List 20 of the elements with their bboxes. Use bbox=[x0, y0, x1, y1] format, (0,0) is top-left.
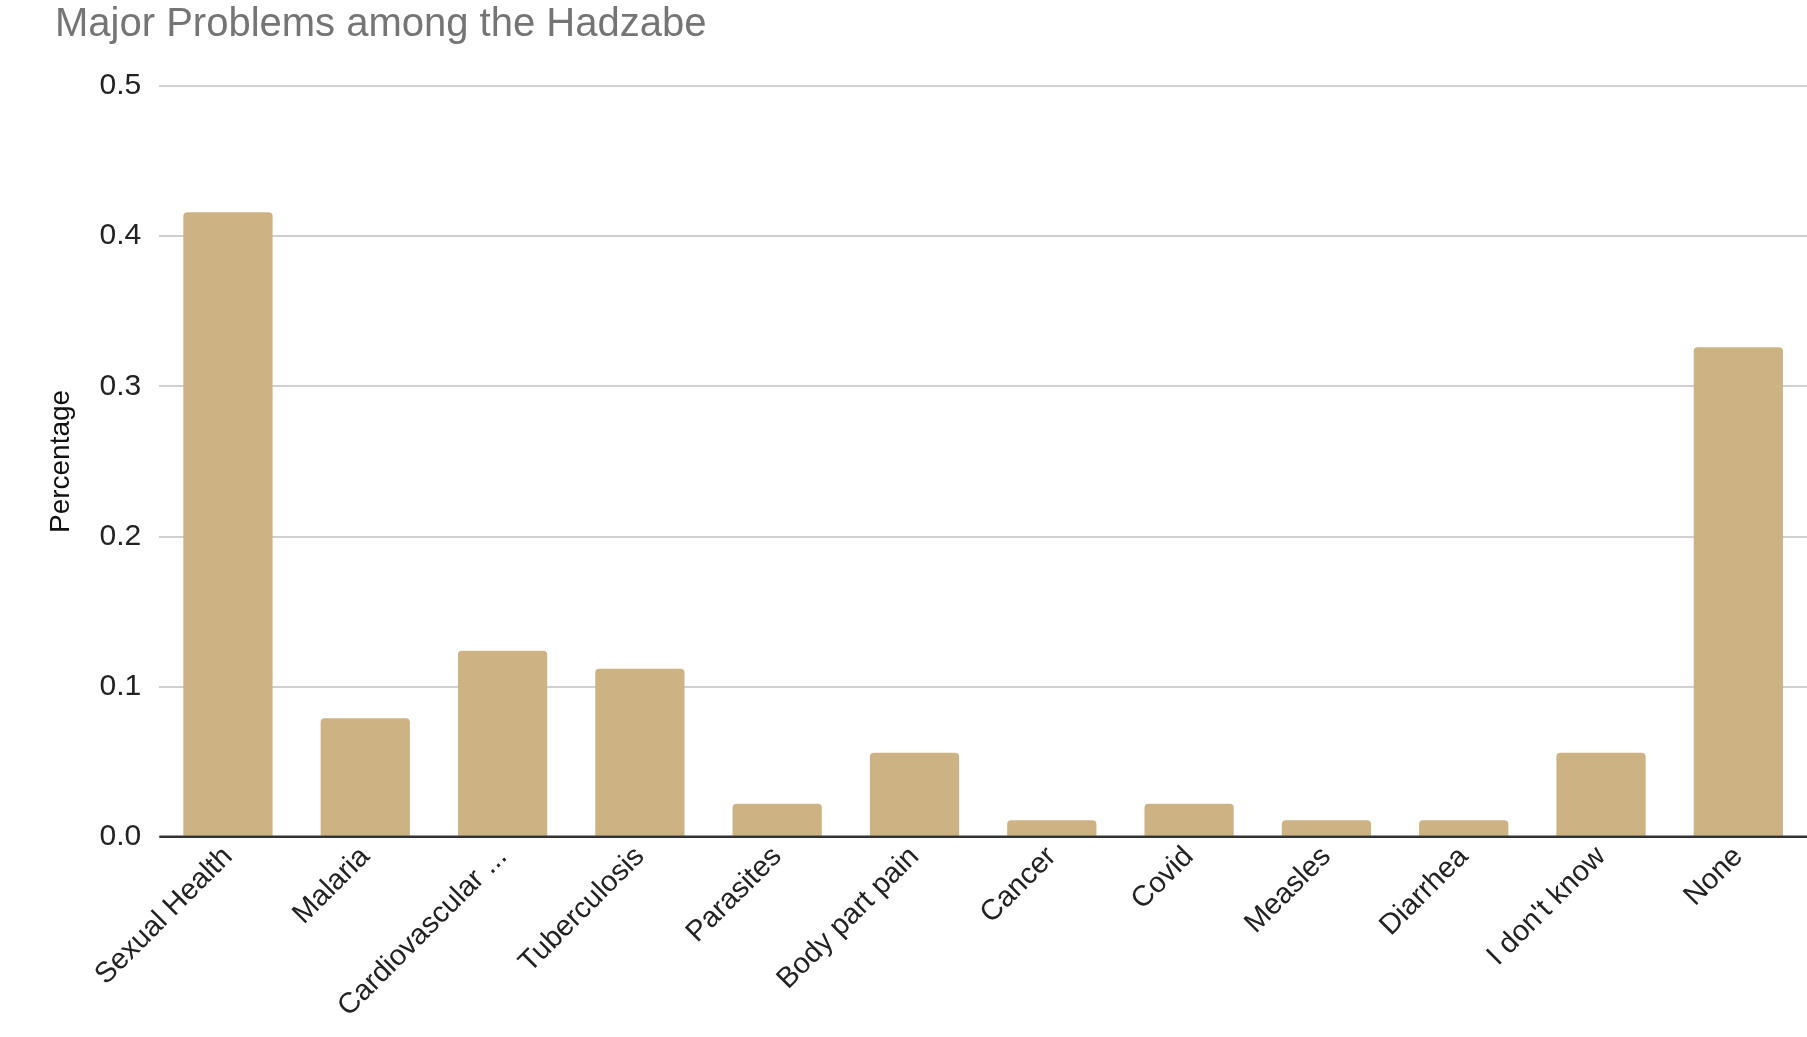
y-tick-label: 0.2 bbox=[99, 517, 142, 551]
y-tick-label: 0.5 bbox=[99, 67, 142, 101]
bar bbox=[320, 718, 410, 836]
bar bbox=[869, 752, 960, 836]
chart-title: Major Problems among the Hadzabe bbox=[55, 0, 707, 45]
y-axis-title: Percentage bbox=[43, 389, 75, 534]
y-tick-label: 0.3 bbox=[99, 367, 142, 401]
bar bbox=[1556, 752, 1646, 836]
bar bbox=[1144, 803, 1234, 836]
bar bbox=[732, 803, 822, 836]
bar bbox=[1693, 347, 1783, 836]
y-tick-label: 0.4 bbox=[99, 217, 142, 251]
bar bbox=[595, 668, 685, 836]
bar bbox=[1281, 820, 1372, 836]
bar bbox=[183, 212, 273, 836]
bar bbox=[1007, 820, 1097, 836]
bar bbox=[457, 650, 548, 836]
bar bbox=[1419, 820, 1509, 836]
y-tick-label: 0.1 bbox=[99, 667, 142, 701]
y-tick-label: 0.0 bbox=[99, 818, 142, 852]
